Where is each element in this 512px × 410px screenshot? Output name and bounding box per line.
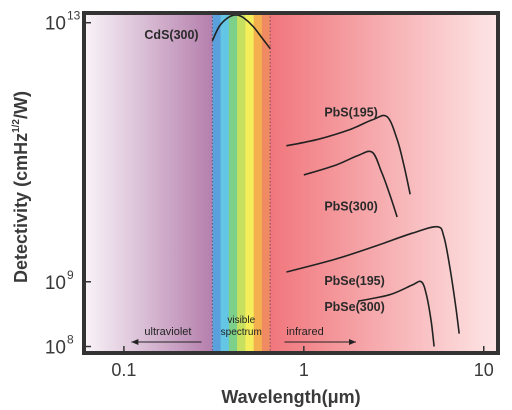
y-tick-exponent: 9: [67, 268, 74, 282]
series-curves: [211, 14, 460, 347]
plot-background: [84, 13, 498, 353]
y-axis-label-sup: 1/2: [11, 119, 22, 133]
visible-spectrum-bands: [212, 13, 271, 353]
spectrum-band: [228, 13, 238, 353]
visible-label-line2: spectrum: [221, 327, 262, 338]
y-axis-label-main: Detectivity (cmHz: [11, 133, 31, 283]
spectrum-band: [245, 13, 255, 353]
y-tick-exponent: 13: [67, 9, 81, 23]
y-axis-label-end: /W): [11, 91, 31, 119]
visible-label-line1: visible: [227, 315, 255, 326]
series-curve-3: [286, 225, 460, 334]
y-tick-exponent: 8: [67, 333, 74, 347]
y-axis-label: Detectivity (cmHz1/2/W): [11, 91, 31, 283]
series-labels: CdS(300) PbS(195) PbS(300) PbSe(195) PbSe(30…: [144, 28, 384, 314]
y-tick-label: 10: [45, 14, 66, 35]
series-curve-0: [211, 14, 271, 50]
y-axis-ticks: 10 810 910 13: [45, 9, 91, 359]
y-tick-label: 10: [45, 273, 66, 294]
spectrum-band: [253, 13, 263, 353]
series-curve-2: [303, 150, 398, 218]
series-label: PbS(300): [324, 200, 378, 214]
series-label: CdS(300): [144, 28, 198, 42]
y-tick-label: 10: [45, 338, 66, 359]
infrared-arrowhead: [349, 338, 357, 345]
spectrum-band: [237, 13, 246, 353]
series-label: PbS(195): [324, 106, 378, 120]
series-curve-1: [286, 114, 411, 195]
spectrum-band: [212, 13, 222, 353]
svg-text:Detectivity (cmHz1/2/W): Detectivity (cmHz1/2/W): [11, 91, 31, 283]
x-axis-ticks: 0.1 1 10: [111, 346, 494, 380]
ultraviolet-arrowhead: [131, 338, 139, 345]
infrared-label: infrared: [286, 326, 323, 338]
series-label: PbSe(300): [324, 300, 384, 314]
series-curve-4: [357, 280, 435, 347]
x-tick-label: 1: [299, 360, 309, 380]
plot-frame: [82, 11, 500, 355]
x-tick-label: 10: [474, 360, 494, 380]
x-axis-label: Wavelength(μm): [221, 387, 360, 407]
ultraviolet-region: [84, 13, 213, 353]
ultraviolet-label: ultraviolet: [144, 326, 191, 338]
series-label: PbSe(195): [324, 274, 384, 288]
x-tick-label: 0.1: [111, 360, 136, 380]
spectrum-band: [261, 13, 271, 353]
region-annotations: ultraviolet visible spectrum infrared: [131, 315, 357, 345]
spectrum-band: [220, 13, 230, 353]
